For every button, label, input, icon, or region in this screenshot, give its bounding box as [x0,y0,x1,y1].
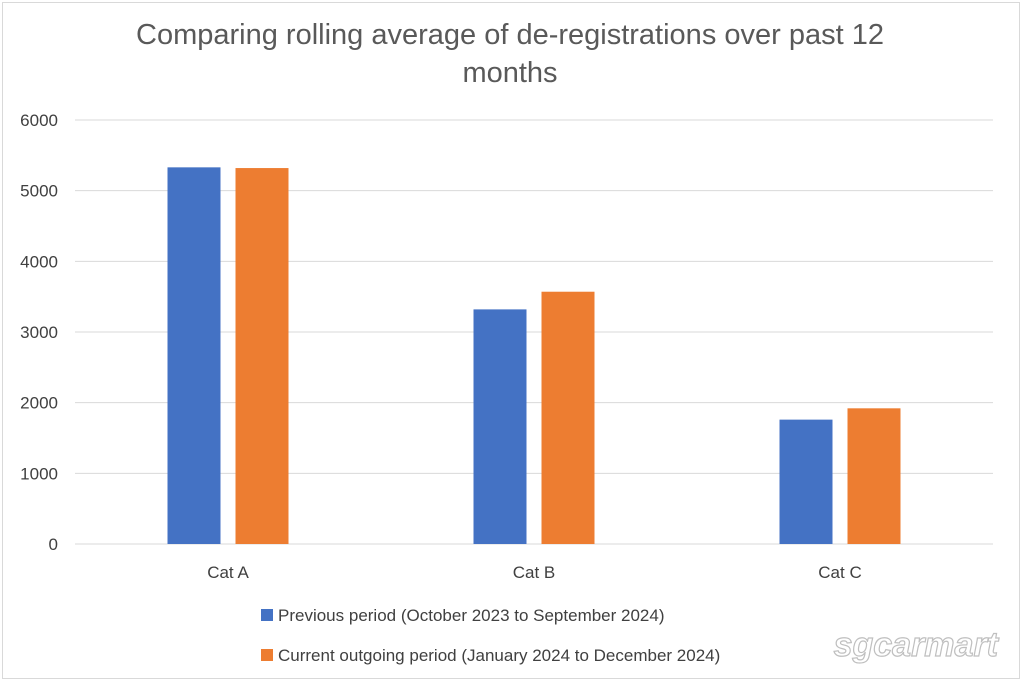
sgcarmart-watermark: sgcarmart [834,626,1000,664]
bar-cat-b-series-2 [541,291,595,544]
chart-title-line-1: Comparing rolling average of de-registra… [136,19,884,51]
bars [167,167,901,544]
y-tick-label: 3000 [20,323,58,342]
x-axis-categories: Cat A Cat B Cat C [207,563,862,582]
y-tick-label: 0 [49,535,58,554]
legend-entry-label: Current outgoing period (January 2024 to… [278,646,720,665]
y-tick-label: 1000 [20,464,58,483]
category-label: Cat B [513,563,556,582]
bar-cat-c-series-2 [847,408,901,544]
chart-title-line-2: months [462,57,557,89]
bar-cat-c-series-1 [779,419,833,544]
category-label: Cat A [207,563,249,582]
legend-swatch [261,609,273,621]
category-label: Cat C [818,563,861,582]
bar-cat-a-series-1 [167,167,221,544]
y-tick-label: 5000 [20,182,58,201]
y-axis-ticks: 0 1000 2000 3000 4000 5000 6000 [20,111,58,554]
y-tick-label: 4000 [20,252,58,271]
bar-cat-a-series-2 [235,168,289,544]
y-tick-label: 6000 [20,111,58,130]
legend-swatch [261,649,273,661]
y-tick-label: 2000 [20,394,58,413]
gridlines [75,119,993,545]
legend-entry-label: Previous period (October 2023 to Septemb… [278,606,665,625]
legend: Previous period (October 2023 to Septemb… [261,606,720,665]
bar-cat-b-series-1 [473,309,527,544]
